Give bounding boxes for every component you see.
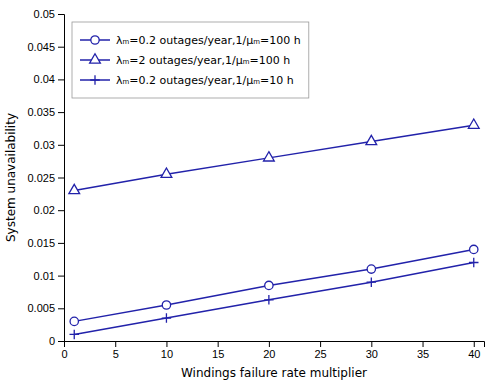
x-axis-tick-mark	[423, 341, 424, 347]
x-axis-tick-label: 35	[417, 348, 429, 360]
y-axis-tick-label: 0.005	[27, 302, 55, 314]
y-axis-tick-mark	[58, 112, 64, 113]
x-axis-tick-label: 20	[263, 348, 275, 360]
plot-area: 0 5 10 15 20 25 30 35 40 0 0.005 0.01 0.015 0.02 0.025…	[27, 8, 484, 360]
x-axis-tick: 35	[417, 341, 429, 360]
point	[469, 258, 478, 267]
point	[366, 135, 377, 144]
y-axis-tick: 0.04	[34, 73, 64, 85]
y-axis-tick-label: 0.035	[27, 106, 55, 118]
legend: λₘ=0.2 outages/year,1/μₘ=100 h λₘ=2 outag…	[72, 22, 309, 98]
y-axis-tick-label: 0	[49, 335, 55, 347]
point	[367, 277, 376, 286]
y-axis-tick-mark	[58, 145, 64, 146]
y-axis-tick: 0.025	[27, 172, 64, 184]
y-axis-tick-label: 0.05	[34, 8, 55, 20]
point	[265, 281, 273, 289]
y-axis-line	[58, 15, 65, 342]
x-axis-tick-label: 5	[113, 348, 119, 360]
legend-marker	[91, 36, 99, 44]
y-axis-tick-mark	[58, 47, 64, 48]
y-axis-tick-label: 0.025	[27, 172, 55, 184]
point	[367, 265, 375, 273]
y-axis-tick: 0.005	[27, 302, 64, 314]
legend-label: λₘ=0.2 outages/year,1/μₘ=100 h	[116, 34, 301, 47]
x-axis-tick: 30	[366, 341, 378, 360]
x-axis-tick-mark	[320, 341, 321, 347]
point	[162, 313, 171, 322]
y-axis-tick: 0.05	[34, 8, 64, 20]
y-axis-tick-label: 0.04	[34, 73, 55, 85]
y-axis-tick: 0.035	[27, 106, 64, 118]
y-axis-tick-mark	[58, 178, 64, 179]
x-axis-tick-label: 10	[161, 348, 173, 360]
x-axis-tick: 10	[161, 341, 173, 360]
y-axis-tick: 0.01	[34, 270, 64, 282]
x-axis-tick-mark	[474, 341, 475, 347]
series-line	[74, 125, 474, 190]
y-axis-tick: 0.03	[34, 139, 64, 151]
y-axis: 0 0.005 0.01 0.015 0.02 0.025 0.03 0.035 0.04 0.0…	[27, 8, 64, 347]
x-axis-tick: 25	[314, 341, 326, 360]
y-axis-tick-label: 0.045	[27, 41, 55, 53]
x-axis: 0 5 10 15 20 25 30 35 40	[61, 341, 484, 360]
y-axis-tick-label: 0.015	[27, 237, 55, 249]
point	[468, 119, 479, 128]
y-axis-tick: 0	[49, 335, 64, 347]
series-line	[74, 263, 474, 335]
x-axis-tick-label: 25	[314, 348, 326, 360]
y-axis-tick-mark	[58, 341, 64, 342]
x-axis-tick: 5	[113, 341, 119, 360]
x-axis-tick: 0	[61, 341, 67, 360]
x-axis-tick-mark	[269, 341, 270, 347]
x-axis-tick-mark	[371, 341, 372, 347]
point	[70, 330, 79, 339]
legend-label: λₘ=2 outages/year,1/μₘ=100 h	[116, 54, 290, 67]
x-axis-tick-label: 40	[468, 348, 480, 360]
y-axis-tick: 0.045	[27, 41, 64, 53]
point	[264, 295, 273, 304]
x-axis-tick-mark	[166, 341, 167, 347]
series-line	[74, 249, 474, 321]
y-axis-tick-mark	[58, 276, 64, 277]
series-group	[69, 119, 479, 339]
x-axis-line	[65, 342, 485, 348]
x-axis-tick-label: 0	[61, 348, 67, 360]
y-axis-tick-mark	[58, 79, 64, 80]
y-axis-title: System unavailability	[4, 113, 18, 242]
y-axis-tick-mark	[58, 14, 64, 15]
point	[70, 317, 78, 325]
legend-box	[72, 22, 309, 98]
point	[69, 184, 80, 193]
y-axis-tick-label: 0.01	[34, 270, 55, 282]
legend-label: λₘ=0.2 outages/year,1/μₘ=10 h	[116, 74, 294, 87]
chart: 0 5 10 15 20 25 30 35 40 0 0.005 0.01 0.015 0.02 0.025…	[0, 0, 500, 387]
point	[162, 301, 170, 309]
x-axis-tick: 20	[263, 341, 275, 360]
y-axis-tick-label: 0.02	[34, 204, 55, 216]
point	[264, 152, 275, 161]
x-axis-tick: 15	[212, 341, 224, 360]
legend-marker	[90, 54, 101, 63]
y-axis-tick-mark	[58, 308, 64, 309]
x-axis-tick-label: 15	[212, 348, 224, 360]
x-axis-title: Windings failure rate multiplier	[181, 366, 367, 380]
x-axis-tick-label: 30	[366, 348, 378, 360]
point	[161, 168, 172, 177]
y-axis-tick: 0.02	[34, 204, 64, 216]
y-axis-tick: 0.015	[27, 237, 64, 249]
y-axis-tick-mark	[58, 210, 64, 211]
y-axis-tick-mark	[58, 243, 64, 244]
x-axis-tick: 40	[468, 341, 480, 360]
point	[470, 245, 478, 253]
x-axis-tick-mark	[115, 341, 116, 347]
y-axis-tick-label: 0.03	[34, 139, 55, 151]
legend-marker	[90, 75, 99, 84]
x-axis-tick-mark	[218, 341, 219, 347]
